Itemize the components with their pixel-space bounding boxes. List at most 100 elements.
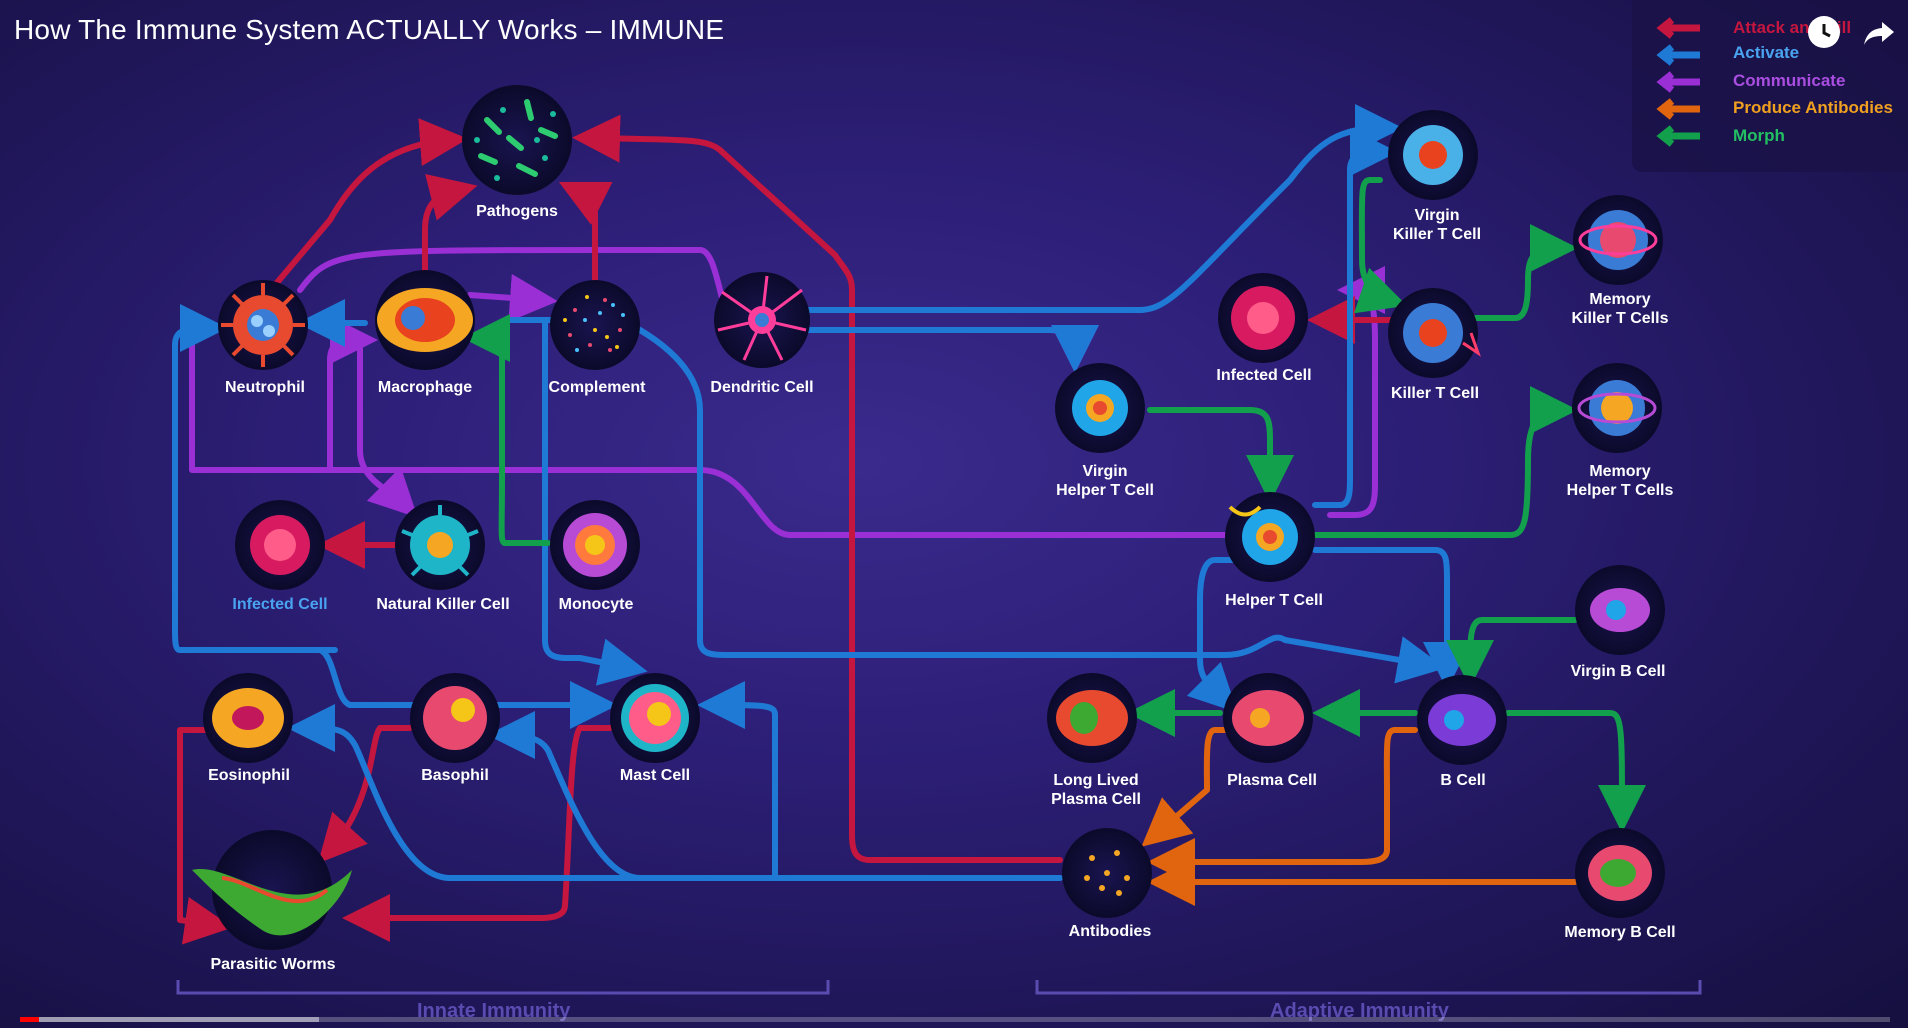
label-infected-right: Infected Cell: [1216, 367, 1312, 384]
monocyte-cell: [550, 500, 640, 590]
legend-item-morph: Morph: [1733, 126, 1785, 145]
virgin-b-cell: [1575, 565, 1665, 655]
infected-cell-right: [1218, 273, 1308, 363]
virgin-helper-cell: [1055, 363, 1145, 453]
edge-attack-8: [317, 725, 413, 864]
edge-activate-11: [287, 704, 1063, 881]
edge-attack-9: [342, 725, 613, 942]
pathogens-cell: [462, 85, 572, 195]
label-mast-cell: Mast Cell: [619, 767, 691, 784]
section-innate: Innate Immunity: [417, 1000, 571, 1022]
edge-morph-5: [1446, 617, 1578, 688]
edge-communicate-5: [467, 273, 558, 322]
edge-communicate-3: [327, 316, 378, 473]
label-monocyte: Monocyte: [558, 596, 634, 613]
label-plasma: Plasma Cell: [1227, 772, 1317, 789]
label-virgin-b: Virgin B Cell: [1570, 663, 1666, 680]
label-dendritic: Dendritic Cell: [710, 379, 814, 396]
progress-played: [20, 1017, 39, 1022]
share-icon[interactable]: [1862, 18, 1896, 48]
label-helper-t: Helper T Cell: [1225, 592, 1323, 609]
mast-cell: [610, 673, 700, 763]
edge-morph-4: [1307, 386, 1578, 538]
innate-bracket: [176, 980, 830, 995]
edge-morph-3: [1472, 224, 1578, 321]
long-lived-plasma-cell: [1047, 673, 1137, 763]
legend-arrow-communicate: [1656, 71, 1700, 93]
legend-item-communicate: Communicate: [1733, 71, 1846, 90]
antibodies-cell: [1062, 828, 1152, 918]
legend-item-antibodies: Produce Antibodies: [1733, 98, 1893, 117]
edge-morph-1: [1147, 407, 1294, 503]
killer-t-cell: [1388, 288, 1481, 378]
edge-attack-1: [272, 118, 468, 288]
edge-morph-9: [462, 314, 551, 546]
neutrophil-cell: [218, 280, 308, 370]
legend-arrow-antibodies: [1656, 98, 1700, 120]
infected-cell-left: [235, 500, 325, 590]
dendritic-cell: [714, 272, 810, 368]
label-killer-t: Killer T Cell: [1390, 385, 1480, 402]
edge-activate-2: [797, 324, 1099, 373]
edge-activate-4: [542, 317, 648, 686]
clock-icon[interactable]: [1808, 16, 1840, 48]
memory-killer-cell: [1573, 195, 1663, 285]
edge-antibodies-1: [1147, 727, 1418, 886]
edge-activate-8: [172, 304, 338, 653]
edge-attack-3: [558, 181, 613, 283]
edge-activate-9: [317, 647, 618, 729]
parasitic-worms-cell: [192, 830, 352, 950]
label-virgin-helper: Virgin Helper T Cell: [1056, 463, 1154, 499]
label-complement: Complement: [548, 379, 646, 396]
label-eosinophil: Eosinophil: [208, 767, 290, 784]
edge-activate-10: [487, 711, 1063, 881]
edge-activate-3: [637, 327, 1446, 684]
edge-morph-2: [1353, 177, 1408, 314]
legend-arrows: [1656, 17, 1700, 147]
natural-killer-cell: [395, 500, 485, 590]
label-infected-left: Infected Cell: [232, 596, 328, 613]
helper-t-cell: [1225, 492, 1315, 582]
legend-arrow-morph: [1656, 125, 1700, 147]
label-macrophage: Macrophage: [377, 379, 473, 396]
virgin-killer-cell: [1388, 110, 1478, 200]
label-memory-killer: Memory Killer T Cells: [1571, 291, 1669, 327]
eosinophil-cell: [203, 673, 293, 763]
edge-activate-12: [697, 681, 778, 881]
label-virgin-killer: Virgin Killer T Cell: [1392, 207, 1482, 243]
plasma-cell: [1223, 673, 1313, 763]
legend-arrow-activate: [1656, 44, 1700, 66]
edge-morph-6: [1505, 710, 1646, 833]
adaptive-bracket: [1035, 980, 1702, 995]
progress-bar[interactable]: [20, 1017, 1890, 1022]
edge-activate-1: [797, 104, 1403, 313]
label-b-cell: B Cell: [1440, 772, 1486, 789]
legend-arrow-attack: [1656, 17, 1700, 39]
video-title: How The Immune System ACTUALLY Works – I…: [14, 14, 725, 45]
edge-attack-7: [177, 727, 233, 945]
edge-communicate-4: [357, 337, 418, 518]
macrophage-cell: [375, 270, 475, 370]
section-adaptive: Adaptive Immunity: [1270, 1000, 1449, 1022]
edge-antibodies-3: [1141, 727, 1233, 847]
complement-cell: [550, 280, 640, 370]
label-pathogens: Pathogens: [476, 203, 558, 220]
label-antibodies: Antibodies: [1068, 923, 1152, 940]
label-basophil: Basophil: [421, 767, 489, 784]
label-natural-killer: Natural Killer Cell: [376, 596, 510, 613]
legend-item-activate: Activate: [1733, 43, 1800, 62]
progress-loaded: [20, 1017, 320, 1022]
label-parasitic-worms: Parasitic Worms: [210, 956, 336, 973]
edge-attack-4: [572, 114, 1063, 863]
label-neutrophil: Neutrophil: [225, 379, 305, 396]
memory-b-cell: [1575, 828, 1665, 918]
edge-activate-6: [1186, 557, 1273, 713]
label-memory-b: Memory B Cell: [1564, 924, 1676, 941]
basophil-cell: [410, 673, 500, 763]
edge-activate-5: [1312, 128, 1398, 508]
edge-activate-7: [1312, 547, 1471, 690]
label-long-lived-plasma: Long Lived Plasma Cell: [1051, 772, 1141, 808]
b-cell: [1417, 675, 1507, 765]
edge-attack-2: [422, 173, 478, 283]
